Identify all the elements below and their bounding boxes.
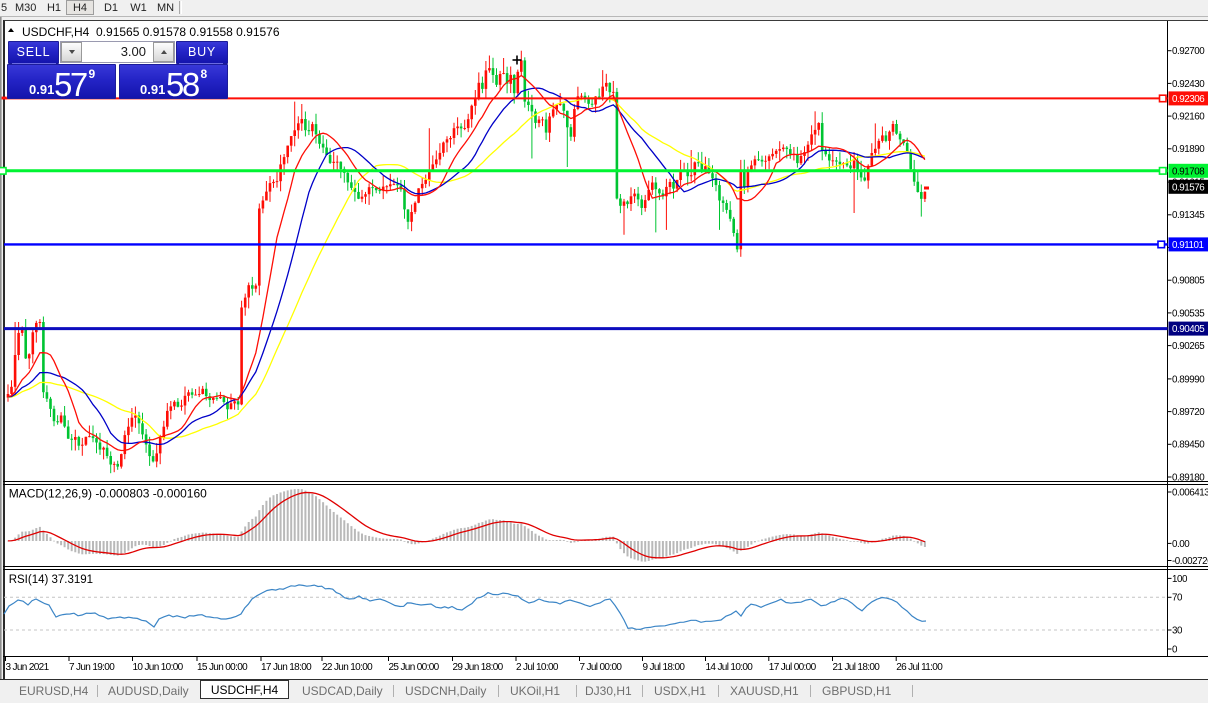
svg-text:7 Jun 19:00: 7 Jun 19:00 <box>69 662 115 673</box>
svg-text:0.92430: 0.92430 <box>1172 79 1205 90</box>
svg-text:0.00: 0.00 <box>1172 539 1190 550</box>
svg-text:3 Jun 2021: 3 Jun 2021 <box>6 662 50 673</box>
svg-text:0.91345: 0.91345 <box>1172 210 1205 221</box>
svg-text:0: 0 <box>1172 644 1178 655</box>
svg-text:0.91576: 0.91576 <box>1172 182 1205 193</box>
svg-text:15 Jun 00:00: 15 Jun 00:00 <box>197 662 248 673</box>
svg-text:29 Jun 18:00: 29 Jun 18:00 <box>453 662 504 673</box>
svg-text:MACD(12,26,9) -0.000803 -0.000: MACD(12,26,9) -0.000803 -0.000160 <box>9 487 207 501</box>
svg-text:30: 30 <box>1172 625 1183 636</box>
svg-text:26 Jul 11:00: 26 Jul 11:00 <box>896 662 943 673</box>
svg-text:0.89450: 0.89450 <box>1172 440 1205 451</box>
svg-text:0.89720: 0.89720 <box>1172 407 1205 418</box>
svg-text:0.92306: 0.92306 <box>1172 94 1205 105</box>
svg-text:17 Jul 00:00: 17 Jul 00:00 <box>769 662 817 673</box>
svg-text:0.89180: 0.89180 <box>1172 472 1205 483</box>
svg-text:0.91708: 0.91708 <box>1172 166 1205 177</box>
svg-text:0.90405: 0.90405 <box>1172 324 1205 335</box>
svg-text:-0.002726: -0.002726 <box>1172 556 1208 567</box>
svg-text:0.89990: 0.89990 <box>1172 374 1205 385</box>
svg-text:2 Jul 10:00: 2 Jul 10:00 <box>516 662 559 673</box>
svg-text:25 Jun 00:00: 25 Jun 00:00 <box>389 662 440 673</box>
svg-text:14 Jul 10:00: 14 Jul 10:00 <box>706 662 754 673</box>
svg-text:21 Jul 18:00: 21 Jul 18:00 <box>833 662 881 673</box>
svg-text:9 Jul 18:00: 9 Jul 18:00 <box>643 662 686 673</box>
svg-text:0.91890: 0.91890 <box>1172 144 1205 155</box>
svg-text:0.92700: 0.92700 <box>1172 46 1205 57</box>
svg-text:17 Jun 18:00: 17 Jun 18:00 <box>261 662 312 673</box>
svg-text:10 Jun 10:00: 10 Jun 10:00 <box>133 662 184 673</box>
svg-text:RSI(14) 37.3191: RSI(14) 37.3191 <box>9 574 93 586</box>
svg-text:0.92160: 0.92160 <box>1172 112 1205 123</box>
svg-text:22 Jun 10:00: 22 Jun 10:00 <box>322 662 373 673</box>
svg-text:100: 100 <box>1172 574 1188 585</box>
svg-text:0.0064134: 0.0064134 <box>1172 487 1208 498</box>
svg-text:0.90535: 0.90535 <box>1172 308 1205 319</box>
svg-text:70: 70 <box>1172 593 1183 604</box>
svg-text:0.90265: 0.90265 <box>1172 341 1205 352</box>
svg-text:0.90805: 0.90805 <box>1172 276 1205 287</box>
svg-text:7 Jul 00:00: 7 Jul 00:00 <box>580 662 623 673</box>
svg-text:0.91101: 0.91101 <box>1172 240 1204 251</box>
